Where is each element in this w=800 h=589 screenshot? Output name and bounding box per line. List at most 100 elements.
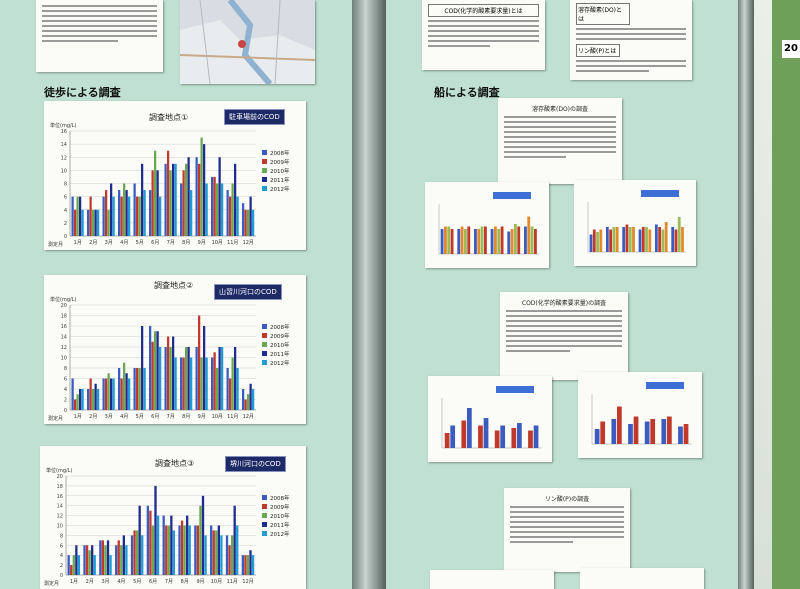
cod-definition-sheet: COD(化学的酸素要求量)とは: [422, 0, 545, 70]
data-bar: [247, 209, 250, 236]
data-bar: [156, 170, 159, 236]
mini-bar: [658, 227, 662, 252]
data-bar: [141, 163, 144, 236]
mini-bar: [528, 430, 533, 448]
data-bar: [234, 163, 237, 236]
y-tick-label: 6: [64, 377, 67, 383]
data-bar: [102, 378, 105, 410]
mini-bar: [622, 227, 626, 252]
data-bar: [172, 163, 175, 236]
mini-bar-chart: [441, 386, 542, 449]
data-bar: [92, 209, 95, 236]
chart-label-badge: 堺川河口のCOD: [225, 456, 286, 472]
data-bar: [67, 555, 70, 575]
legend-swatch: [262, 168, 267, 173]
y-tick-label: 14: [61, 142, 67, 148]
mini-bar-chart: [438, 192, 539, 255]
x-tick-label: 5月: [136, 414, 144, 420]
legend-entry: 2012年: [270, 359, 290, 367]
data-bar: [198, 315, 201, 410]
data-bar: [110, 378, 113, 410]
y-tick-label: 18: [61, 314, 67, 320]
y-tick-label: 10: [61, 168, 67, 174]
data-bar: [185, 163, 188, 236]
data-bar: [215, 530, 218, 575]
y-tick-label: 16: [61, 324, 67, 330]
mini-bar: [527, 216, 531, 254]
data-bar: [128, 378, 131, 410]
data-bar: [76, 394, 79, 410]
mini-bar: [596, 232, 599, 252]
data-bar: [123, 362, 126, 410]
y-tick-label: 0: [64, 408, 67, 414]
y-tick-label: 4: [64, 387, 67, 393]
mini-bar: [667, 416, 672, 444]
legend-entry: 2008年: [270, 323, 290, 331]
data-bar: [118, 190, 121, 236]
mini-bar: [517, 226, 521, 254]
data-bar: [203, 144, 206, 236]
data-bar: [229, 196, 232, 236]
data-bar: [135, 530, 139, 575]
data-bar: [236, 525, 239, 575]
legend-entry: 2009年: [270, 158, 290, 166]
y-tick-label: 4: [60, 553, 63, 559]
chart-caption-tag: [493, 192, 531, 199]
data-bar: [185, 347, 188, 410]
data-bar: [198, 163, 201, 236]
mini-bar: [625, 224, 629, 252]
mini-bar: [594, 429, 600, 444]
data-bar: [94, 209, 97, 236]
data-bar: [138, 505, 141, 575]
data-bar: [149, 510, 152, 575]
data-bar: [133, 530, 136, 575]
x-tick-label: 7月: [165, 579, 173, 585]
data-bar: [154, 331, 157, 410]
data-bar: [93, 555, 96, 575]
data-bar: [76, 196, 79, 236]
chart-caption-tag: [496, 386, 534, 393]
data-bar: [182, 357, 185, 410]
mini-bar: [638, 229, 642, 252]
x-tick-label: 1月: [74, 414, 82, 420]
data-bar: [190, 357, 193, 410]
boat-survey-heading: 船による調査: [434, 86, 500, 99]
data-bar: [220, 535, 223, 575]
data-bar: [180, 520, 184, 575]
y-tick-label: 2: [60, 563, 63, 569]
x-tick-label: 4月: [117, 579, 125, 585]
x-tick-label: 6月: [149, 579, 157, 585]
y-tick-label: 16: [57, 494, 63, 500]
cod-chart-sheet-left: [428, 376, 552, 462]
data-bar: [169, 170, 172, 236]
data-bar: [213, 176, 216, 236]
data-bar: [229, 378, 232, 410]
x-tick-label: 9月: [196, 579, 204, 585]
mini-bar: [457, 229, 461, 254]
data-bar: [138, 196, 141, 236]
data-bar: [190, 190, 193, 236]
data-bar: [77, 555, 81, 575]
mini-bar: [460, 226, 464, 254]
mini-bar: [483, 418, 489, 448]
mini-bar: [450, 425, 456, 448]
legend-entry: 2008年: [270, 149, 290, 157]
mini-bar: [500, 226, 504, 254]
data-bar: [91, 545, 94, 575]
x-tick-label: 6月: [151, 414, 159, 420]
do-note-title: 溶存酸素(DO)とは: [576, 3, 630, 25]
data-bar: [199, 505, 202, 575]
mini-bar: [645, 227, 648, 252]
mini-bar: [510, 229, 514, 254]
chart-card-point-2: 調査地点② 山習川河口のCOD 単位(mg/L) 測定月 0 2 4 6 8 10 12 14 16…: [44, 275, 306, 424]
data-bar: [154, 485, 157, 575]
chart-caption-tag: [641, 190, 679, 197]
mini-bar: [500, 425, 506, 448]
do-definition-sheet: 溶存酸素(DO)とは リン酸(P)とは: [570, 0, 692, 80]
data-bar: [89, 196, 92, 236]
data-bar: [252, 209, 255, 236]
x-unit-label: 測定月: [44, 580, 59, 587]
data-bar: [249, 550, 252, 575]
y-tick-label: 6: [64, 195, 67, 201]
